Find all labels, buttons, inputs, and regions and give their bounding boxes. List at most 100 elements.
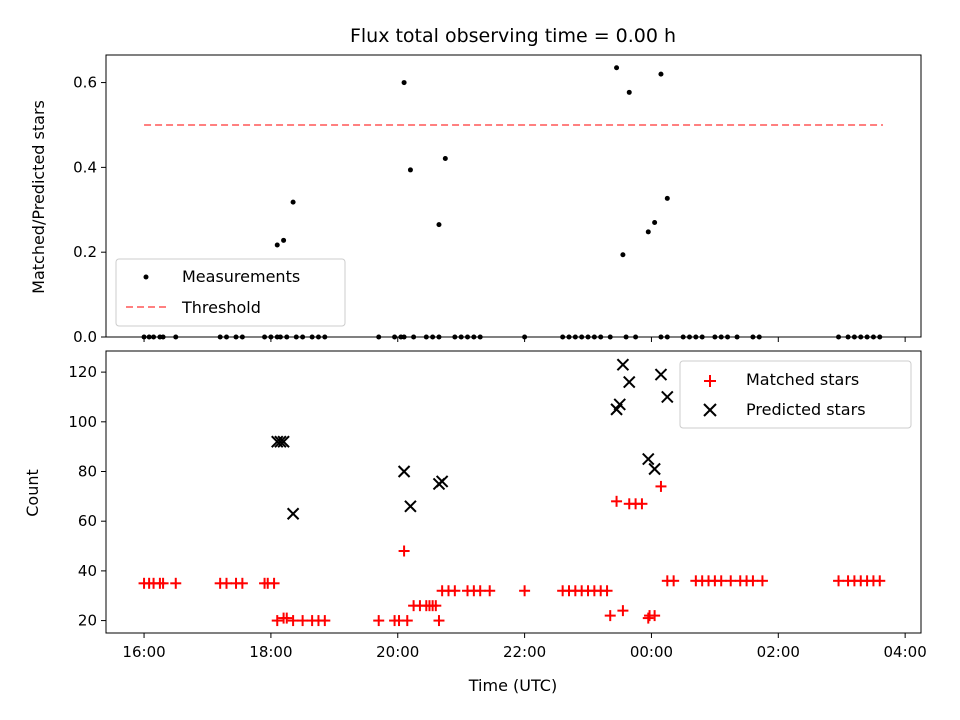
top-panel-ylabel: Matched/Predicted stars: [29, 100, 48, 294]
measurement-point: [620, 252, 626, 258]
bottom-ytick-label: 120: [68, 363, 97, 381]
matched-star-point: [433, 615, 445, 627]
measurement-point: [407, 167, 413, 173]
bottom-xtick-label: 00:00: [630, 643, 673, 661]
bottom-xtick-label: 22:00: [503, 643, 546, 661]
measurement-point: [442, 155, 448, 161]
predicted-star-point: [435, 475, 449, 488]
matched-star-point: [221, 577, 233, 589]
top-ytick-label: 0.0: [73, 328, 97, 346]
predicted-star-point: [613, 398, 626, 411]
measurement-point: [281, 237, 287, 243]
bottom-panel-xlabel: Time (UTC): [468, 676, 557, 695]
bottom-ytick-label: 100: [68, 413, 97, 431]
legend-predicted-label: Predicted stars: [746, 400, 866, 419]
matched-star-point: [401, 615, 413, 627]
bottom-ytick-label: 40: [78, 562, 97, 580]
measurement-point: [290, 199, 296, 205]
bottom-panel-ticks: 20 40 60 80 100 120 16:00 18:00 20:00 22:00 00:00 0…: [68, 363, 926, 661]
top-ytick-label: 0.2: [73, 243, 97, 261]
predicted-star-point: [616, 358, 630, 371]
predicted-star-point: [277, 435, 290, 448]
bottom-xtick-label: 20:00: [376, 643, 419, 661]
measurement-point: [626, 89, 632, 95]
matched-star-point: [636, 498, 648, 510]
measurement-point: [436, 222, 442, 228]
predicted-star-point: [642, 452, 655, 466]
measurement-point: [652, 220, 658, 226]
bottom-xtick-label: 16:00: [122, 643, 165, 661]
matched-star-point: [649, 610, 661, 622]
top-panel: Flux total observing time = 0.00 h Match…: [29, 25, 922, 346]
predicted-star-point: [661, 390, 674, 404]
matched-star-point: [642, 612, 654, 624]
matched-star-point: [236, 577, 248, 589]
measurement-point: [645, 229, 651, 235]
predicted-star-point: [274, 435, 287, 448]
bottom-ytick-label: 80: [78, 463, 97, 481]
bottom-panel-frame: [105, 350, 922, 634]
matched-star-point: [617, 605, 629, 617]
bottom-legend-box: [679, 360, 912, 429]
matched-star-point: [170, 577, 182, 589]
matched-star-point: [611, 495, 623, 507]
legend-measurements-label: Measurements: [182, 267, 300, 286]
matched-star-point: [373, 615, 385, 627]
top-ytick-label: 0.4: [73, 158, 97, 176]
matched-star-point: [604, 610, 616, 622]
predicted-star-points: [271, 358, 674, 520]
matched-star-point: [319, 615, 331, 627]
matched-star-point: [268, 577, 280, 589]
matched-star-point: [398, 545, 410, 557]
measurement-point: [274, 242, 280, 248]
legend-matched-label: Matched stars: [746, 370, 859, 389]
matched-star-points: [138, 480, 886, 627]
bottom-legend: Matched stars Predicted stars: [679, 360, 912, 429]
bottom-xtick-label: 18:00: [249, 643, 292, 661]
legend-threshold-label: Threshold: [181, 298, 261, 317]
top-panel-frame: [105, 54, 922, 338]
matched-star-point: [484, 585, 496, 597]
top-ytick-label: 0.6: [73, 74, 97, 92]
matched-star-point: [725, 575, 737, 587]
measurement-point: [401, 80, 407, 86]
top-panel-title: Flux total observing time = 0.00 h: [350, 25, 676, 47]
measurement-point: [614, 65, 620, 71]
top-panel-ticks: 0.0 0.2 0.4 0.6: [73, 74, 906, 346]
matched-star-point: [874, 575, 886, 587]
predicted-star-point: [654, 368, 668, 381]
matched-star-point: [297, 615, 309, 627]
matched-star-point: [756, 575, 768, 587]
bottom-xtick-label: 04:00: [884, 643, 927, 661]
predicted-star-point: [286, 507, 300, 520]
legend-predicted-marker: [703, 403, 717, 417]
legend-measurements-marker: [143, 274, 149, 280]
predicted-star-point: [397, 465, 411, 478]
predicted-star-point: [623, 375, 636, 389]
predicted-star-point: [404, 500, 417, 513]
matched-star-point: [474, 585, 486, 597]
top-legend-box: [115, 258, 346, 327]
matched-star-point: [449, 585, 461, 597]
matched-star-point: [281, 612, 293, 624]
top-legend: Measurements Threshold: [115, 258, 346, 327]
bottom-panel: Count Time (UTC) 20 40 60 80 100 120 16:00 18:0…: [23, 350, 927, 695]
matched-star-point: [271, 615, 283, 627]
bottom-panel-ylabel: Count: [23, 469, 42, 517]
measurement-point: [658, 71, 664, 77]
bottom-ytick-label: 60: [78, 512, 97, 530]
bottom-xtick-label: 02:00: [757, 643, 800, 661]
matched-star-point: [655, 480, 667, 492]
legend-matched-marker: [704, 375, 716, 387]
predicted-star-point: [648, 462, 661, 476]
matched-star-point: [430, 600, 442, 612]
measurement-points: [141, 65, 883, 340]
measurement-point: [664, 195, 670, 201]
matched-star-point: [601, 585, 613, 597]
matched-star-point: [519, 585, 531, 597]
matched-star-point: [668, 575, 680, 587]
matched-star-point: [287, 615, 299, 627]
bottom-ytick-label: 20: [78, 612, 97, 630]
